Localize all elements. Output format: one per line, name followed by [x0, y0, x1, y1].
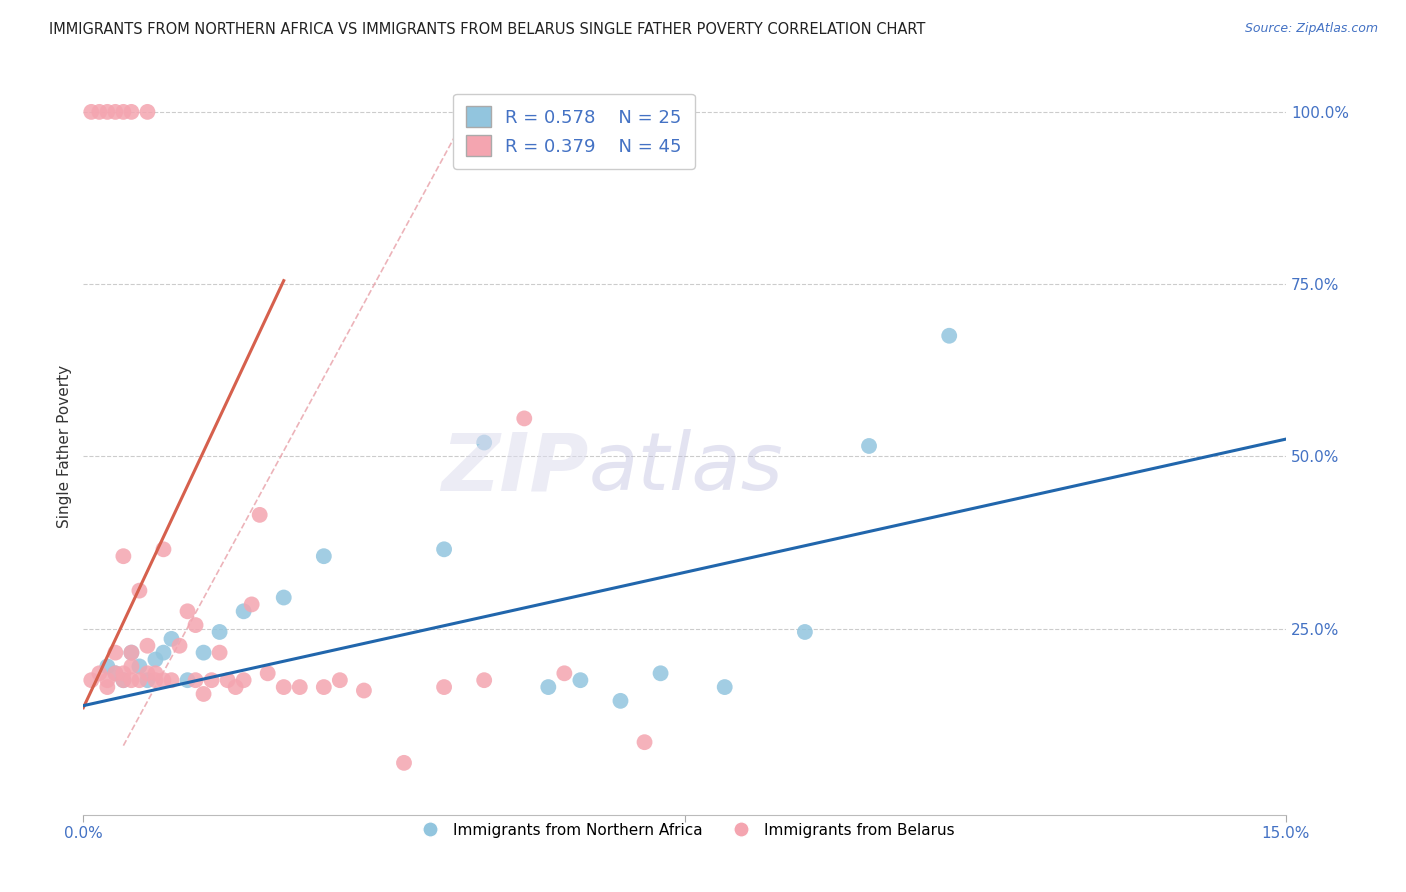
Point [112, 666, 135, 681]
Text: ZIP: ZIP [441, 429, 589, 507]
Point [569, 673, 592, 688]
Point [193, 646, 215, 660]
Point [120, 673, 142, 688]
Point [120, 659, 142, 673]
Point [176, 673, 198, 688]
Point [160, 673, 183, 688]
Point [112, 673, 135, 688]
Point [112, 549, 135, 564]
Point [96, 104, 118, 119]
Point [152, 646, 174, 660]
Point [938, 328, 960, 343]
Point [104, 666, 127, 681]
Point [104, 104, 127, 119]
Point [553, 666, 575, 681]
Point [537, 680, 560, 694]
Point [96, 673, 118, 688]
Point [128, 659, 150, 673]
Point [609, 694, 631, 708]
Text: Source: ZipAtlas.com: Source: ZipAtlas.com [1244, 22, 1378, 36]
Point [176, 604, 198, 618]
Point [208, 624, 231, 639]
Point [650, 666, 672, 681]
Point [136, 104, 159, 119]
Point [104, 666, 127, 681]
Point [104, 646, 127, 660]
Point [312, 680, 335, 694]
Y-axis label: Single Father Poverty: Single Father Poverty [58, 365, 72, 527]
Point [472, 435, 495, 450]
Point [128, 673, 150, 688]
Point [353, 683, 375, 698]
Point [89, 666, 111, 681]
Point [80, 673, 103, 688]
Point [184, 618, 207, 632]
Point [184, 673, 207, 688]
Point [329, 673, 352, 688]
Point [169, 639, 191, 653]
Point [80, 104, 103, 119]
Point [513, 411, 536, 425]
Point [160, 632, 183, 646]
Point [136, 666, 159, 681]
Point [152, 542, 174, 557]
Point [120, 104, 142, 119]
Point [433, 680, 456, 694]
Text: atlas: atlas [589, 429, 783, 507]
Point [217, 673, 239, 688]
Point [249, 508, 271, 522]
Point [273, 680, 295, 694]
Point [312, 549, 335, 564]
Point [112, 104, 135, 119]
Point [200, 673, 222, 688]
Point [240, 598, 263, 612]
Point [145, 666, 167, 681]
Point [256, 666, 278, 681]
Point [89, 104, 111, 119]
Point [225, 680, 247, 694]
Point [232, 673, 254, 688]
Point [120, 646, 142, 660]
Point [136, 639, 159, 653]
Point [112, 673, 135, 688]
Text: IMMIGRANTS FROM NORTHERN AFRICA VS IMMIGRANTS FROM BELARUS SINGLE FATHER POVERTY: IMMIGRANTS FROM NORTHERN AFRICA VS IMMIG… [49, 22, 925, 37]
Point [858, 439, 880, 453]
Point [96, 680, 118, 694]
Point [145, 652, 167, 666]
Legend: Immigrants from Northern Africa, Immigrants from Belarus: Immigrants from Northern Africa, Immigra… [409, 816, 960, 844]
Point [136, 673, 159, 688]
Point [232, 604, 254, 618]
Point [152, 673, 174, 688]
Point [128, 583, 150, 598]
Point [145, 673, 167, 688]
Point [96, 659, 118, 673]
Point [633, 735, 655, 749]
Point [392, 756, 415, 770]
Point [120, 646, 142, 660]
Point [193, 687, 215, 701]
Point [433, 542, 456, 557]
Point [713, 680, 735, 694]
Point [793, 624, 815, 639]
Point [273, 591, 295, 605]
Point [288, 680, 311, 694]
Point [208, 646, 231, 660]
Point [472, 673, 495, 688]
